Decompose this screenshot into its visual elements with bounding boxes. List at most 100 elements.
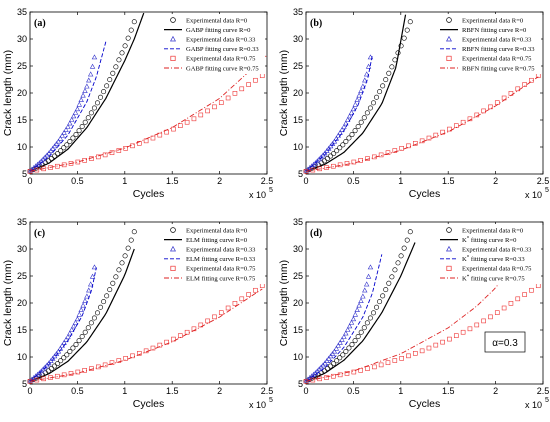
series-line-3 (29, 267, 97, 382)
y-tick-label: 15 (293, 325, 303, 335)
legend-label: Experimental data R=0 (462, 17, 524, 24)
data-point (344, 161, 350, 166)
data-point (91, 315, 97, 321)
data-point (46, 150, 52, 156)
y-tick-label: 35 (293, 217, 303, 227)
data-point (177, 123, 183, 128)
panel-label: (b) (310, 18, 322, 29)
y-tick-label: 25 (293, 61, 303, 71)
data-point (116, 358, 122, 363)
data-point (128, 27, 134, 33)
data-point (218, 100, 224, 105)
series-4 (27, 73, 265, 174)
data-point (82, 329, 88, 335)
data-point (327, 353, 334, 359)
data-point (378, 152, 384, 158)
data-point (365, 366, 370, 371)
data-point (333, 345, 340, 351)
data-point (50, 145, 56, 151)
data-point (354, 307, 360, 313)
data-point (67, 120, 73, 126)
data-point (345, 326, 351, 332)
y-tick-label: 35 (17, 217, 27, 227)
data-point (51, 143, 58, 149)
data-point (401, 35, 407, 41)
data-point (67, 139, 73, 145)
y-tick-label: 5 (22, 169, 27, 179)
data-point (385, 360, 391, 366)
data-point (70, 113, 77, 119)
y-axis-label: Crack length (mm) (278, 50, 290, 136)
data-point (398, 253, 404, 259)
data-point (352, 128, 358, 134)
data-point (365, 273, 372, 279)
data-point (123, 146, 128, 151)
data-point (72, 109, 79, 115)
data-point (82, 88, 88, 93)
data-point (364, 320, 370, 326)
data-point (76, 311, 83, 317)
legend-box (160, 14, 265, 74)
data-point (407, 229, 413, 235)
y-axis-label: Crack length (mm) (2, 260, 14, 346)
data-point (52, 363, 58, 369)
data-point (88, 110, 94, 116)
data-point (335, 342, 341, 348)
annotation-text: α=0.3 (492, 338, 518, 349)
data-point (80, 92, 86, 98)
y-tick-label: 5 (298, 169, 303, 179)
data-point (508, 301, 514, 306)
series-line-5 (29, 288, 263, 382)
legend-label: ELM fitting curve R=0 (186, 237, 248, 244)
data-point (352, 338, 358, 344)
y-tick-label: 35 (293, 7, 303, 17)
data-point (70, 345, 76, 351)
data-point (334, 148, 340, 154)
data-point (82, 119, 88, 125)
data-point (45, 368, 51, 374)
x-tick-label: 1 (398, 386, 403, 396)
data-point (488, 314, 493, 320)
data-point (352, 101, 359, 107)
data-point (107, 287, 113, 293)
data-point (73, 342, 79, 348)
data-point (460, 329, 466, 335)
series-line-1 (305, 242, 416, 382)
data-point (246, 82, 251, 87)
data-point (350, 316, 357, 322)
data-point (64, 142, 70, 148)
data-point (63, 336, 69, 342)
y-tick-label: 30 (293, 244, 303, 254)
x-multiplier-label: x 10 (249, 400, 266, 410)
x-tick-label: 1.5 (442, 386, 455, 396)
data-point (447, 126, 452, 132)
data-point (91, 105, 97, 111)
data-point (79, 123, 85, 129)
series-4 (27, 283, 265, 384)
legend-label: Experimental data R=0.33 (462, 247, 532, 254)
data-point (55, 163, 60, 169)
data-point (360, 293, 366, 299)
x-tick-label: 0 (303, 386, 308, 396)
data-point (55, 361, 61, 367)
data-point (119, 50, 125, 56)
data-point (354, 97, 360, 103)
data-point (399, 356, 404, 361)
data-point (246, 292, 251, 297)
data-point (385, 150, 391, 156)
data-point (341, 123, 347, 129)
legend-label: RBFN fitting curve R=0.75 (462, 65, 535, 72)
data-point (84, 293, 90, 299)
data-point (392, 148, 398, 153)
series-line-1 (29, 248, 135, 382)
legend-label: ELM fitting curve R=0.33 (186, 256, 256, 263)
data-point (70, 135, 76, 141)
data-point (377, 89, 383, 95)
data-point (61, 355, 67, 361)
data-point (53, 140, 60, 146)
data-point (426, 345, 432, 351)
legend-label: Experimental data R=0.33 (462, 37, 532, 44)
legend-label: K* fitting curve R=0.33 (462, 256, 525, 264)
